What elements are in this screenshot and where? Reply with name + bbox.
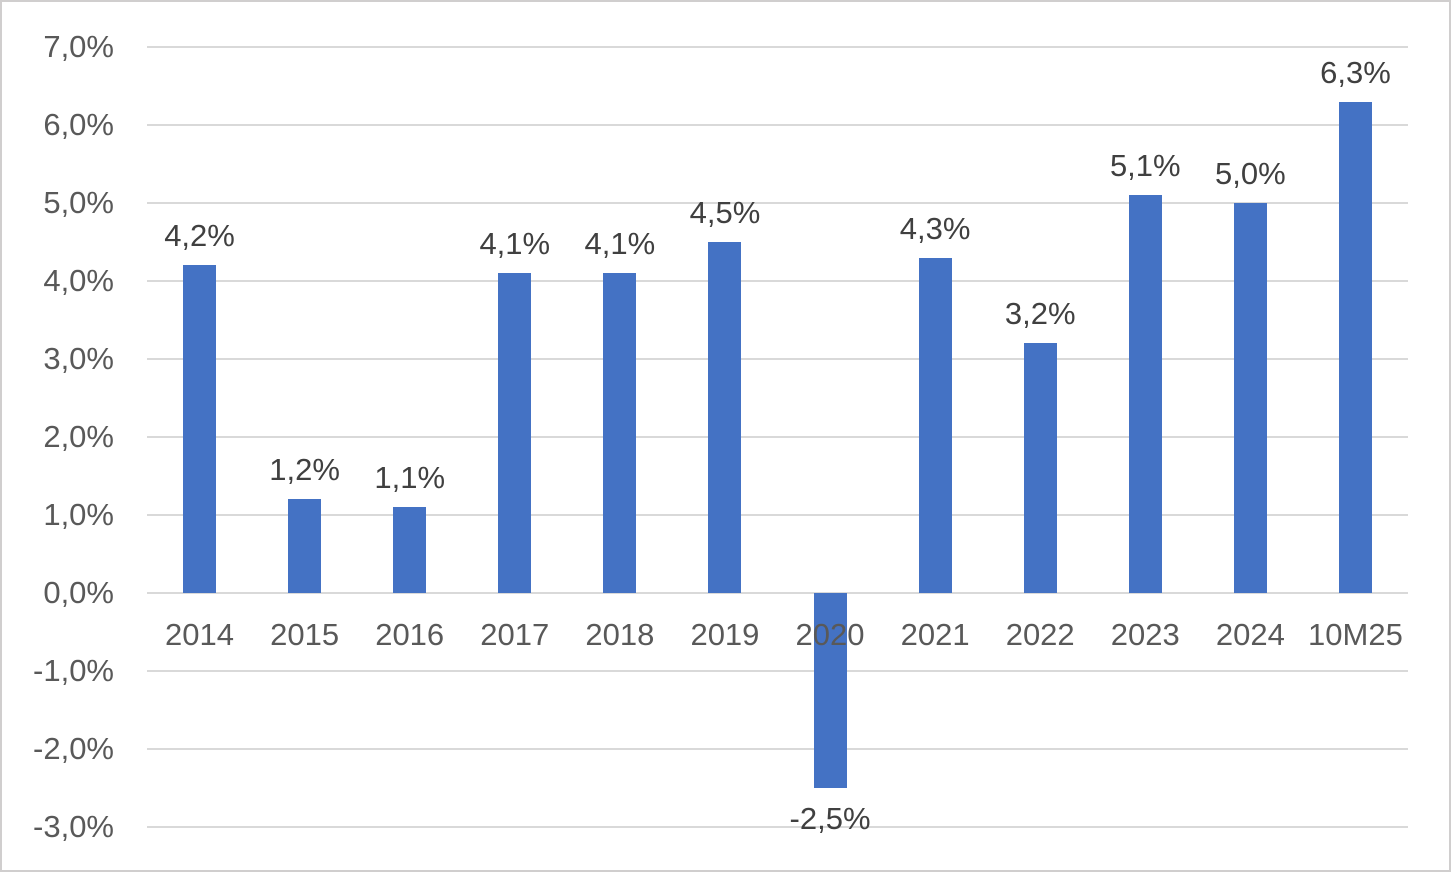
y-axis-tick-label: 4,0% bbox=[43, 263, 114, 298]
data-label: 5,0% bbox=[1215, 156, 1286, 191]
x-axis-category-label: 2019 bbox=[690, 617, 760, 652]
bar-2016 bbox=[393, 507, 427, 593]
data-label: 4,5% bbox=[689, 195, 761, 230]
data-label: -2,5% bbox=[789, 801, 871, 836]
bar-2019 bbox=[708, 242, 742, 593]
bar-2015 bbox=[288, 499, 322, 593]
gridline bbox=[147, 670, 1408, 672]
y-axis-tick-label: 3,0% bbox=[43, 341, 114, 376]
bar-2020 bbox=[813, 593, 847, 788]
data-label: 4,3% bbox=[899, 210, 971, 246]
gridline bbox=[147, 124, 1408, 126]
y-axis-tick-label: 7,0% bbox=[43, 29, 114, 64]
bar-2021 bbox=[918, 257, 952, 593]
gridline bbox=[147, 514, 1408, 516]
bar-2018 bbox=[603, 273, 637, 593]
x-axis-category-label: 2018 bbox=[585, 617, 655, 652]
x-axis-category-label: 2021 bbox=[900, 617, 970, 652]
gridline bbox=[147, 46, 1408, 48]
y-axis-tick-label: -2,0% bbox=[33, 731, 114, 766]
x-axis-category-label: 2023 bbox=[1110, 617, 1180, 652]
x-axis-category-label: 2016 bbox=[375, 617, 445, 652]
gridline bbox=[147, 436, 1408, 438]
y-axis-tick-label: 0,0% bbox=[43, 575, 114, 610]
x-axis-category-label: 2014 bbox=[165, 617, 235, 652]
gridline bbox=[147, 358, 1408, 360]
gridline bbox=[147, 202, 1408, 204]
gridline bbox=[147, 592, 1408, 594]
x-axis-category-label: 2017 bbox=[480, 617, 550, 652]
bar-2022 bbox=[1023, 343, 1057, 593]
x-axis-category-label: 2022 bbox=[1005, 617, 1075, 652]
data-label: 3,2% bbox=[1004, 296, 1076, 332]
bar-2017 bbox=[498, 273, 532, 593]
bar-10M25 bbox=[1338, 101, 1372, 593]
bar-2024 bbox=[1233, 203, 1267, 593]
bar-2014 bbox=[183, 265, 217, 593]
y-axis-tick-label: 1,0% bbox=[43, 497, 114, 532]
x-axis-category-label: 2015 bbox=[270, 617, 340, 652]
x-axis-category-label: 2024 bbox=[1215, 617, 1285, 652]
y-axis-tick-label: 2,0% bbox=[43, 419, 114, 454]
data-label: 1,2% bbox=[269, 452, 340, 488]
y-axis-tick-label: -1,0% bbox=[33, 653, 114, 688]
y-axis-tick-label: -3,0% bbox=[33, 809, 114, 844]
data-label: 4,1% bbox=[584, 226, 656, 262]
data-label: 4,2% bbox=[164, 218, 235, 254]
gridline bbox=[147, 826, 1408, 828]
data-label: 5,1% bbox=[1109, 148, 1181, 184]
y-axis-tick-label: 6,0% bbox=[43, 107, 114, 142]
data-label: 1,1% bbox=[374, 460, 446, 496]
gridline bbox=[147, 280, 1408, 282]
bar-2023 bbox=[1128, 195, 1162, 593]
x-axis-category-label: 2020 bbox=[795, 617, 865, 652]
x-axis-category-label: 10M25 bbox=[1308, 617, 1403, 652]
data-label: 6,3% bbox=[1320, 54, 1391, 90]
y-axis-tick-label: 5,0% bbox=[43, 185, 114, 220]
data-label: 4,1% bbox=[479, 226, 551, 262]
gridline bbox=[147, 748, 1408, 750]
